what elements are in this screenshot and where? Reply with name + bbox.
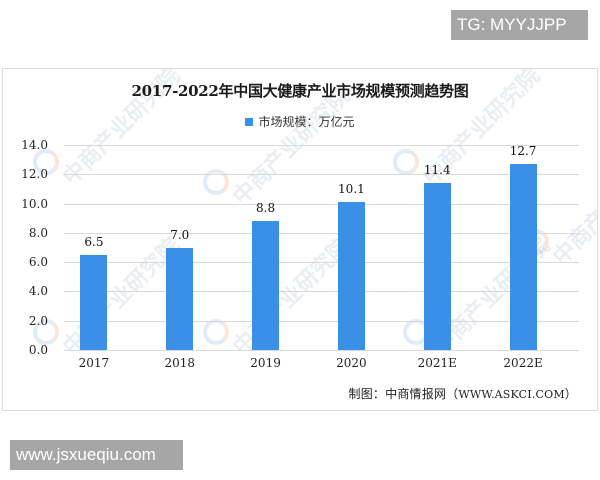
gridline bbox=[64, 291, 579, 293]
gridline bbox=[64, 350, 579, 351]
y-axis-tick-label: 2.0 bbox=[28, 313, 48, 328]
y-axis-tick-label: 8.0 bbox=[28, 225, 48, 240]
plot-area: 0.0 2.0 4.0 6.0 8.0 10.0 12.0 14.0 6.5 2017 7.0 201… bbox=[21, 138, 579, 370]
x-axis-tick-label: 2020 bbox=[336, 356, 367, 370]
source-suffix: ） bbox=[564, 387, 577, 401]
gridline bbox=[64, 203, 579, 205]
x-axis-tick-label: 2018 bbox=[164, 356, 196, 370]
x-axis-tick-label: 2022E bbox=[503, 356, 543, 370]
chart-container: 中商产业研究院 中商产业研究院 中商产业研究院 中商产业研究院 中商产业研究院 中商产业研… bbox=[2, 68, 598, 411]
source-url: WWW.ASKCI.COM bbox=[458, 388, 565, 401]
chart-source: 制图：中商情报网（WWW.ASKCI.COM） bbox=[349, 385, 577, 402]
gridline bbox=[64, 320, 579, 322]
y-axis-tick-label: 10.0 bbox=[21, 196, 48, 211]
y-axis-tick-label: 14.0 bbox=[21, 138, 48, 152]
gridline bbox=[64, 232, 579, 234]
x-axis-tick-label: 2019 bbox=[250, 356, 281, 370]
chart-title: 2017-2022年中国大健康产业市场规模预测趋势图 bbox=[131, 82, 469, 100]
watermark-badge-top: TG: MYYJJPP bbox=[451, 10, 588, 40]
bar-value-label: 12.7 bbox=[509, 144, 537, 159]
y-axis-tick-label: 4.0 bbox=[28, 284, 48, 299]
bar-2019 bbox=[252, 221, 280, 350]
bar-value-label: 7.0 bbox=[170, 227, 190, 242]
y-axis-tick-label: 12.0 bbox=[21, 167, 48, 182]
source-prefix: 制图：中商情报网（ bbox=[348, 387, 459, 401]
legend-label: 市场规模：万亿元 bbox=[258, 115, 355, 129]
bar-2017 bbox=[80, 254, 108, 350]
bar-2022E bbox=[509, 164, 537, 350]
y-axis-tick-label: 6.0 bbox=[28, 255, 48, 270]
bar-value-label: 10.1 bbox=[338, 182, 365, 197]
bar-value-label: 6.5 bbox=[84, 234, 104, 249]
y-axis-tick-label: 0.0 bbox=[28, 343, 48, 357]
bar-value-label: 8.8 bbox=[256, 201, 276, 216]
gridline bbox=[64, 145, 579, 146]
watermark-badge-bottom: www.jsxueqiu.com bbox=[10, 440, 183, 470]
legend-swatch-icon bbox=[245, 118, 254, 126]
x-axis-tick-label: 2021E bbox=[417, 356, 457, 370]
bar-value-label: 11.4 bbox=[423, 163, 451, 178]
x-axis-tick-label: 2017 bbox=[78, 356, 110, 370]
chart-legend: 市场规模：万亿元 bbox=[3, 113, 597, 130]
gridline bbox=[64, 262, 579, 264]
bar-2020 bbox=[337, 202, 365, 350]
bar-2021E bbox=[423, 183, 451, 350]
gridline bbox=[64, 174, 579, 176]
bar-2018 bbox=[166, 247, 194, 350]
